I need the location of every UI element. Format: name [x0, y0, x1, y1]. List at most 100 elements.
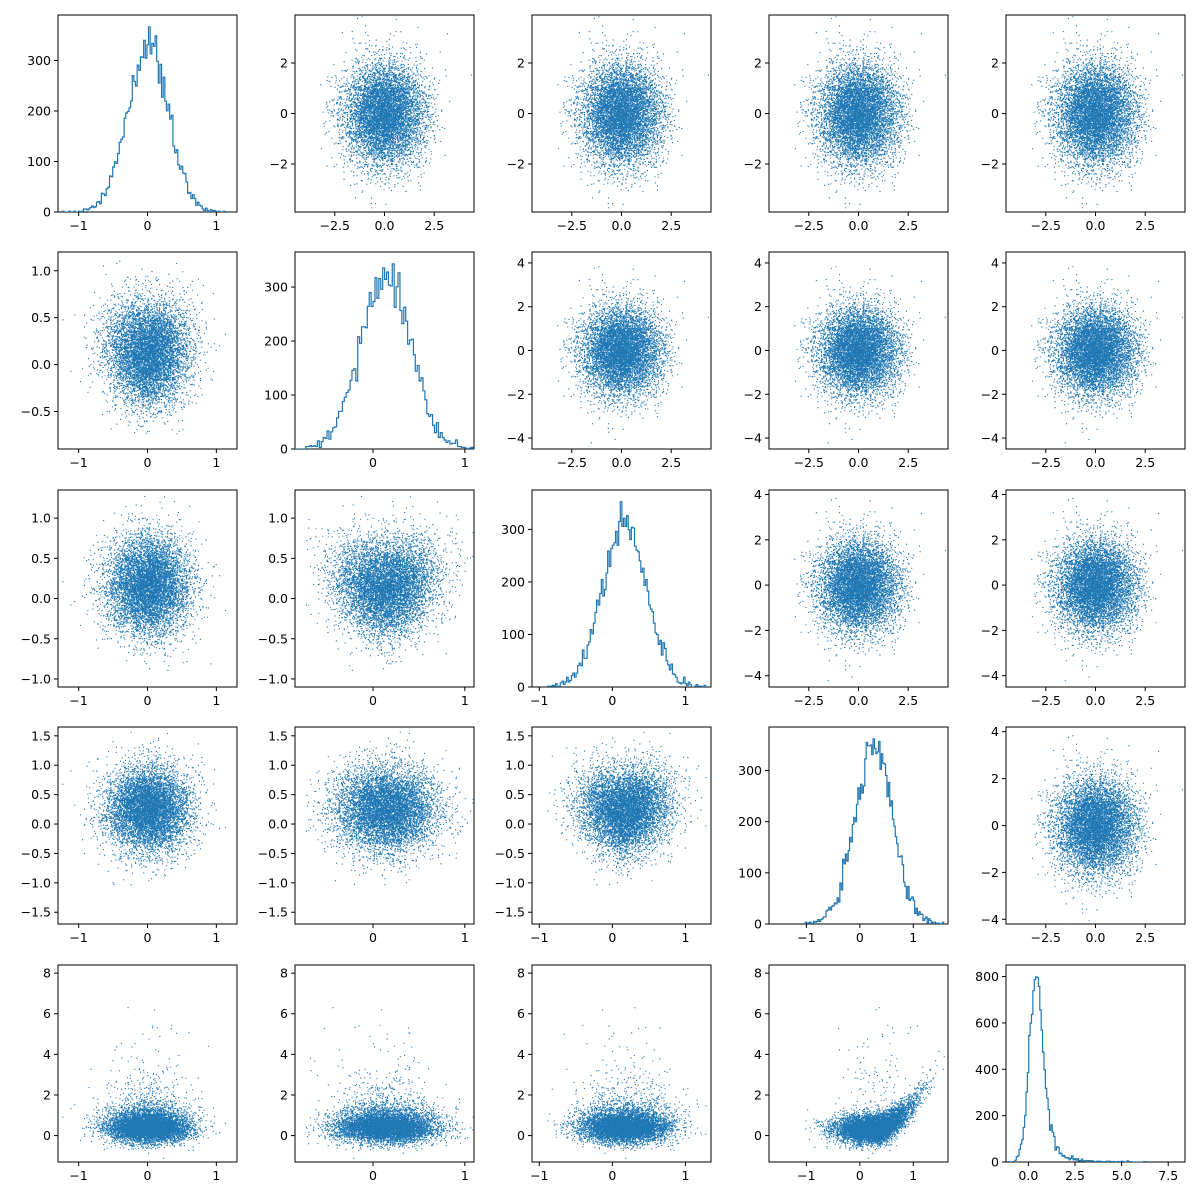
panel-r0-c1-xtick-label: −2.5 — [320, 218, 350, 233]
panel-r4-c0: −1 0 1 0 2 4 6 8 — [43, 964, 238, 1183]
panel-r3-c4-xtick-label: −2.5 — [1031, 930, 1061, 945]
panel-r1-c2-scatter-point — [557, 266, 709, 444]
panel-r1-c3-ytick-label: 4 — [754, 255, 762, 270]
panel-r0-c2-xtick-label: 2.5 — [661, 218, 681, 233]
panel-r2-c3: −2.5 0.0 2.5 −4 −2 0 2 4 — [744, 487, 949, 708]
panel-r1-c4-ytick-label: −4 — [981, 431, 999, 446]
panel-r2-c1: 0 1 −1.0 −0.5 0.0 0.5 1.0 — [258, 489, 475, 708]
panel-r2-c0: −1 0 1 −1.0 −0.5 0.0 0.5 1.0 — [21, 489, 238, 708]
panel-r3-c2-ytick-label: 0.0 — [505, 817, 525, 832]
panel-r3-c3-ytick-label: 100 — [738, 865, 762, 880]
panel-r4-c2-ytick-label: 8 — [517, 966, 525, 981]
panel-r4-c3-ytick-label: 4 — [754, 1047, 762, 1062]
panel-r0-c4-xtick-label: 2.5 — [1135, 218, 1155, 233]
panel-r1-c1-ytick-label: 0 — [280, 442, 288, 457]
panel-r4-c2-xtick-label: 0 — [608, 1168, 616, 1183]
panel-r4-c2-ytick-label: 6 — [517, 1006, 525, 1021]
panel-r4-c0-xtick-label: −1 — [69, 1168, 87, 1183]
panel-r1-c1-ytick-label: 200 — [264, 334, 288, 349]
panel-r3-c0-ytick-label: −0.5 — [21, 846, 51, 861]
panel-r3-c0-xtick-label: −1 — [69, 930, 87, 945]
panel-r3-c0: −1 0 1 −1.5 −1.0 −0.5 0.0 0.5 1.0 1.5 — [21, 726, 238, 945]
panel-r4-c3-scatter-point — [805, 1007, 945, 1159]
panel-r4-c0-xtick-label: 0 — [144, 1168, 152, 1183]
panel-r2-c3-scatter-point — [794, 497, 946, 682]
panel-r4-c3-ytick-label: 0 — [754, 1128, 762, 1143]
panel-r3-c2-ytick-label: −0.5 — [495, 846, 525, 861]
panel-r4-c3-xtick-label: −1 — [797, 1168, 815, 1183]
panel-r1-c0-points — [62, 260, 227, 435]
panel-r3-c4-scatter-point — [1031, 735, 1183, 924]
panel-r4-c2-xtick-label: 1 — [681, 1168, 689, 1183]
panel-r1-c1-ytick-label: 100 — [264, 388, 288, 403]
panel-r4-c2-ytick-label: 2 — [517, 1087, 525, 1102]
panel-r0-c3-points — [794, 16, 946, 209]
panel-r1-c4-xtick-label: 0.0 — [1086, 455, 1106, 470]
panel-r4-c1: 0 1 0 2 4 6 8 — [280, 964, 475, 1183]
panel-r1-c2-ytick-label: 0 — [517, 343, 525, 358]
panel-r1-c2-ytick-label: 4 — [517, 255, 525, 270]
panel-r3-c0-ytick-label: 0.5 — [31, 787, 51, 802]
panel-r2-c4-ytick-label: −4 — [981, 668, 999, 683]
panel-r2-c2-xtick-label: −1 — [530, 693, 548, 708]
panel-r3-c2-ytick-label: 0.5 — [505, 787, 525, 802]
panel-r3-c4-ytick-label: 4 — [991, 724, 999, 739]
panel-r0-c4-scatter-point — [1031, 16, 1183, 209]
panel-r2-c2-ytick-label: 100 — [501, 627, 525, 642]
panel-r0-c0-xtick-label: −1 — [69, 218, 87, 233]
panel-r2-c3-ytick-label: 4 — [754, 487, 762, 502]
panel-r0-c2-ytick-label: −2 — [507, 157, 525, 172]
panel-r1-c2-points — [557, 266, 709, 444]
panel-r4-c4-xtick-label: 2.5 — [1065, 1168, 1085, 1183]
panel-r0-c1: −2.5 0.0 2.5 −2 0 2 — [270, 14, 475, 233]
panel-r2-c0-xtick-label: −1 — [69, 693, 87, 708]
panel-r4-c1-ytick-label: 2 — [280, 1087, 288, 1102]
panel-r4-c1-ytick-label: 0 — [280, 1128, 288, 1143]
panel-r2-c2-frame — [531, 489, 712, 688]
panel-r0-c4-ytick-label: −2 — [981, 157, 999, 172]
panel-r3-c3-xtick-label: 1 — [909, 930, 917, 945]
panel-r2-c1-ytick-label: −0.5 — [258, 631, 288, 646]
panel-r0-c2: −2.5 0.0 2.5 −2 0 2 — [507, 14, 712, 233]
panel-r3-c1-ytick-label: −1.5 — [258, 905, 288, 920]
panel-r2-c4-ytick-label: 2 — [991, 532, 999, 547]
panel-r3-c2-xtick-label: 0 — [608, 930, 616, 945]
panel-r3-c3-xtick-label: −1 — [797, 930, 815, 945]
panel-r2-c2-ytick-label: 0 — [517, 680, 525, 695]
panel-r2-c4-xtick-label: 0.0 — [1086, 693, 1106, 708]
panel-r1-c1-frame — [294, 251, 475, 450]
panel-r1-c4-points — [1031, 266, 1183, 444]
panel-r1-c0-scatter-point — [62, 260, 227, 435]
panel-r4-c0-xtick-label: 1 — [212, 1168, 220, 1183]
panel-r3-c2-ytick-label: −1.0 — [495, 875, 525, 890]
panel-r2-c0-scatter-point — [62, 495, 227, 671]
panel-r4-c0-ytick-label: 4 — [43, 1047, 51, 1062]
panel-r4-c1-ytick-label: 4 — [280, 1047, 288, 1062]
panel-r0-c0-ytick-label: 300 — [27, 53, 51, 68]
panel-r3-c4-ytick-label: 0 — [991, 818, 999, 833]
panel-r1-c1: 0 1 0 100 200 300 — [264, 251, 475, 470]
panel-r1-c1-xtick-label: 0 — [369, 455, 377, 470]
panel-r1-c2-xtick-label: 0.0 — [612, 455, 632, 470]
panel-r3-c2-ytick-label: 1.0 — [505, 758, 525, 773]
panel-r3-c2-scatter-point — [547, 731, 707, 886]
panel-r1-c3-points — [794, 266, 946, 444]
panel-r4-c0-ytick-label: 8 — [43, 966, 51, 981]
panel-r4-c4-ytick-label: 800 — [975, 969, 999, 984]
panel-r0-c2-ytick-label: 2 — [517, 55, 525, 70]
panel-r4-c3-points — [805, 1007, 945, 1159]
panel-r1-c2-ytick-label: −2 — [507, 387, 525, 402]
panel-r1-c3: −2.5 0.0 2.5 −4 −2 0 2 4 — [744, 251, 949, 470]
panel-r0-c4-xtick-label: 0.0 — [1086, 218, 1106, 233]
panel-r2-c1-xtick-label: 1 — [461, 693, 469, 708]
panel-r0-c3-xtick-label: −2.5 — [794, 218, 824, 233]
panel-r0-c3-ytick-label: 2 — [754, 55, 762, 70]
panel-r0-c0-xtick-label: 1 — [212, 218, 220, 233]
panel-r3-c1-xtick-label: 0 — [369, 930, 377, 945]
panel-r1-c0-ytick-label: 0.5 — [31, 310, 51, 325]
panel-r2-c1-ytick-label: −1.0 — [258, 671, 288, 686]
panel-r2-c4-ytick-label: 4 — [991, 487, 999, 502]
panel-r4-c3-ytick-label: 6 — [754, 1006, 762, 1021]
panel-r3-c2-ytick-label: −1.5 — [495, 905, 525, 920]
panel-r3-c4: −2.5 0.0 2.5 −4 −2 0 2 4 — [981, 724, 1186, 945]
